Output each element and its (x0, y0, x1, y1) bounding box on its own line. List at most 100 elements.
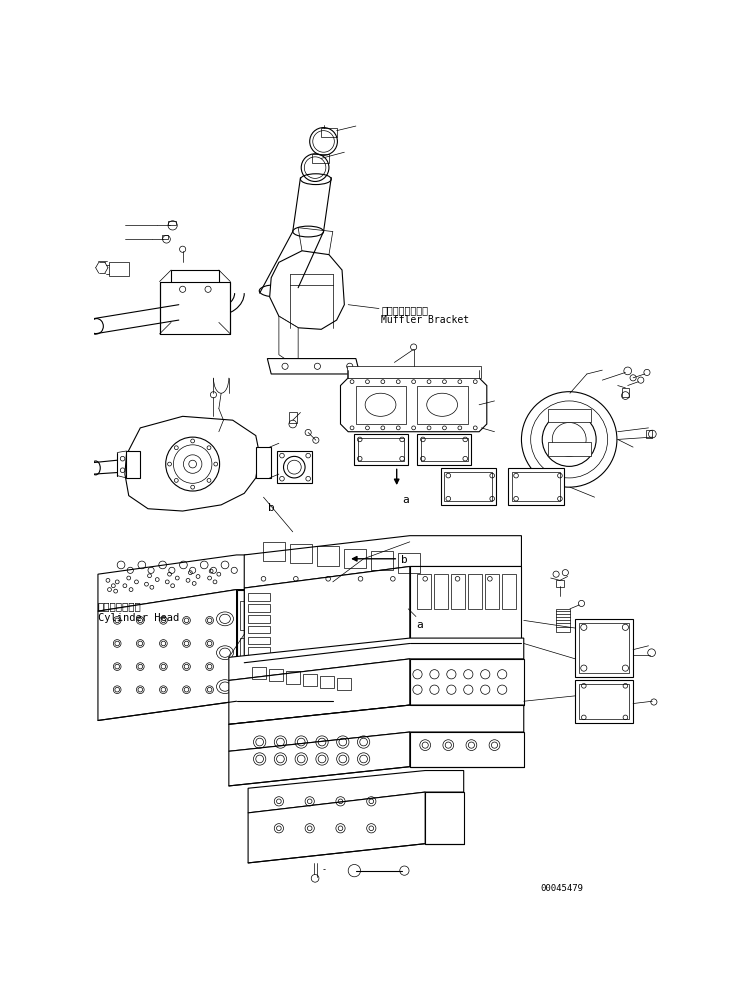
Bar (452, 574, 465, 608)
Bar (337, 678, 351, 690)
Polygon shape (267, 359, 359, 374)
Bar (248, 647, 269, 655)
Polygon shape (244, 535, 522, 588)
Bar (556, 580, 564, 586)
Bar (248, 615, 269, 622)
Bar (356, 386, 406, 424)
Bar (171, 270, 219, 323)
Bar (159, 282, 230, 334)
Bar (244, 677, 279, 702)
Bar (556, 608, 570, 632)
Bar (286, 601, 329, 630)
Bar (508, 468, 564, 504)
Bar (621, 388, 630, 397)
Ellipse shape (89, 319, 103, 334)
Bar (548, 442, 590, 456)
Bar (168, 221, 176, 226)
Polygon shape (98, 554, 333, 611)
Polygon shape (125, 417, 260, 511)
Bar (126, 451, 140, 478)
Bar (286, 675, 329, 704)
Text: Muffler Bracket: Muffler Bracket (382, 316, 469, 326)
Bar (277, 451, 312, 484)
Bar (548, 409, 590, 423)
Bar (241, 601, 283, 630)
Text: b: b (268, 503, 275, 513)
Bar (579, 684, 630, 719)
Bar (418, 386, 468, 424)
Bar (312, 154, 329, 163)
Bar (486, 574, 499, 608)
Ellipse shape (91, 461, 100, 475)
Bar (291, 677, 325, 702)
Bar (291, 603, 325, 628)
Bar (256, 448, 271, 478)
Bar (646, 431, 652, 438)
Bar (248, 604, 269, 612)
Polygon shape (229, 732, 410, 786)
Bar (317, 546, 339, 565)
Bar (441, 468, 496, 504)
Polygon shape (425, 792, 463, 844)
Bar (244, 640, 279, 665)
Polygon shape (340, 378, 487, 432)
Bar (269, 669, 283, 681)
Bar (579, 622, 630, 672)
Text: 00045479: 00045479 (541, 884, 584, 893)
Bar (435, 574, 448, 608)
Bar (399, 553, 420, 572)
Bar (421, 438, 468, 461)
Bar (418, 574, 431, 608)
Bar (347, 367, 480, 378)
Text: マフラブラケット: マフラブラケット (382, 305, 428, 315)
Polygon shape (98, 589, 237, 720)
Bar (248, 593, 269, 601)
Bar (248, 625, 269, 633)
Polygon shape (229, 638, 524, 680)
Text: Cylinder Head: Cylinder Head (98, 612, 179, 622)
Circle shape (522, 392, 617, 488)
Bar (291, 640, 325, 665)
Bar (289, 413, 297, 424)
Text: a: a (402, 495, 409, 504)
Bar (109, 263, 128, 276)
Text: a: a (416, 620, 423, 630)
Bar (418, 434, 472, 465)
Bar (291, 544, 312, 563)
Bar (371, 551, 393, 570)
Bar (162, 236, 168, 239)
Bar (502, 574, 516, 608)
Polygon shape (229, 705, 524, 751)
Polygon shape (410, 659, 524, 705)
Bar (320, 675, 334, 688)
Bar (358, 438, 404, 461)
Bar (286, 671, 300, 683)
Text: b: b (401, 554, 407, 564)
Bar (241, 638, 283, 667)
Bar (512, 472, 560, 501)
Bar (321, 128, 337, 137)
Bar (263, 541, 285, 561)
Bar (469, 574, 482, 608)
Bar (244, 603, 279, 628)
Polygon shape (244, 566, 410, 662)
Bar (576, 618, 633, 676)
Polygon shape (269, 251, 345, 330)
Polygon shape (248, 792, 425, 863)
Bar (241, 675, 283, 704)
Bar (576, 680, 633, 723)
Text: -: - (321, 865, 326, 874)
Polygon shape (229, 659, 410, 724)
Bar (248, 636, 269, 644)
Bar (444, 472, 492, 501)
Bar (303, 673, 317, 686)
Polygon shape (279, 317, 298, 363)
Polygon shape (237, 589, 333, 701)
Bar (345, 548, 366, 568)
Polygon shape (248, 770, 463, 813)
Bar (252, 666, 266, 679)
Bar (286, 638, 329, 667)
Polygon shape (410, 566, 522, 643)
Bar (354, 434, 408, 465)
Text: シリンダヘッド: シリンダヘッド (98, 601, 142, 611)
